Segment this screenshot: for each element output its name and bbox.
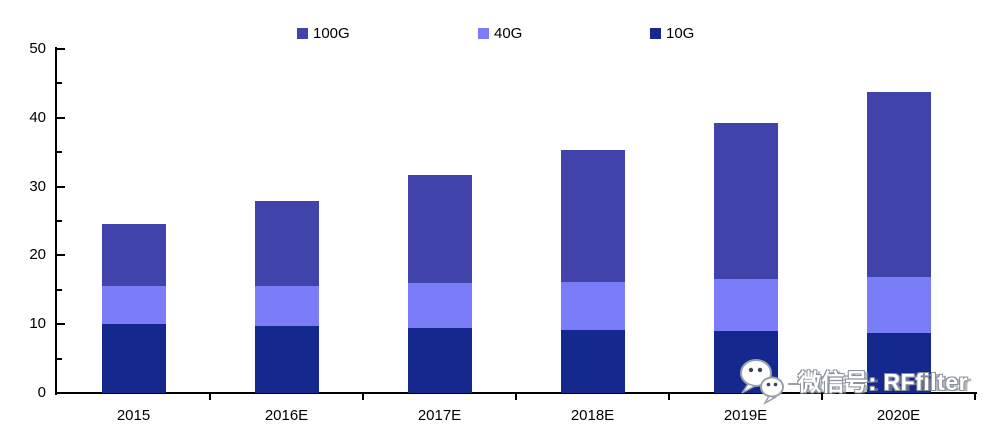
bar-segment-40G-2015	[101, 286, 166, 325]
legend-item-40g: 40G	[478, 26, 522, 41]
y-axis-tick-label: 20	[29, 246, 46, 264]
y-minor-tick	[57, 220, 62, 222]
y-axis-tick-label: 40	[29, 108, 46, 126]
y-axis-tick-label: 30	[29, 177, 46, 195]
legend-label: 40G	[494, 25, 523, 42]
x-axis-tick	[974, 394, 976, 400]
bar-segment-10G-2017E	[407, 328, 472, 393]
bar-segment-100G-2016E	[254, 201, 319, 286]
y-major-tick	[57, 116, 65, 119]
y-major-tick	[57, 254, 65, 257]
bar-segment-40G-2020E	[866, 277, 931, 334]
bar-segment-40G-2018E	[560, 281, 625, 330]
x-axis-line	[55, 392, 977, 394]
x-axis-category-label: 2019E	[723, 407, 768, 424]
bar-segment-10G-2018E	[560, 329, 625, 393]
x-axis-category-label: 2015	[116, 407, 151, 424]
watermark-text: 微信号: RFfilter	[798, 369, 969, 395]
x-axis-category-label: 2016E	[264, 407, 309, 424]
x-axis-tick	[362, 394, 364, 400]
y-major-tick	[57, 48, 65, 50]
y-major-tick	[57, 323, 65, 326]
y-major-tick	[57, 185, 65, 188]
legend-item-10g: 10G	[650, 26, 694, 41]
bar-segment-100G-2017E	[407, 174, 472, 283]
x-axis-tick	[821, 394, 823, 400]
bar-segment-10G-2015	[101, 324, 166, 393]
bar-segment-100G-2020E	[866, 92, 931, 278]
bar-segment-40G-2019E	[713, 279, 778, 332]
x-axis-category-label: 2017E	[417, 407, 462, 424]
bar-segment-100G-2019E	[713, 123, 778, 280]
bar-segment-100G-2018E	[560, 150, 625, 282]
legend-swatch-40g	[478, 28, 489, 39]
bar-segment-10G-2016E	[254, 325, 319, 393]
wechat-icon	[740, 359, 784, 405]
bar-segment-40G-2017E	[407, 282, 472, 329]
legend-item-100g: 100G	[297, 26, 350, 41]
bar-segment-10G-2020E	[866, 333, 931, 393]
y-minor-tick	[57, 82, 62, 85]
legend-swatch-10g	[650, 28, 661, 39]
legend-label: 10G	[666, 25, 695, 42]
y-minor-tick	[57, 288, 62, 291]
y-minor-tick	[57, 151, 62, 154]
x-axis-tick	[515, 394, 517, 400]
watermark-dash	[788, 383, 801, 385]
x-axis-category-label: 2018E	[570, 407, 615, 424]
legend-swatch-100g	[297, 28, 308, 39]
watermark: 微信号: RFfilter	[738, 352, 988, 408]
y-axis-tick-label: 0	[37, 384, 46, 401]
y-axis-tick-label: 10	[29, 315, 46, 333]
y-major-tick	[57, 392, 65, 394]
y-axis-tick-label: 50	[29, 40, 46, 57]
y-minor-tick	[57, 357, 62, 360]
y-axis-line	[55, 47, 57, 395]
x-axis-category-label: 2020E	[876, 407, 921, 424]
bar-segment-40G-2016E	[254, 285, 319, 326]
x-axis-tick	[668, 394, 670, 400]
bar-segment-100G-2015	[101, 224, 166, 287]
legend-label: 100G	[313, 25, 350, 42]
x-axis-tick	[209, 394, 211, 400]
